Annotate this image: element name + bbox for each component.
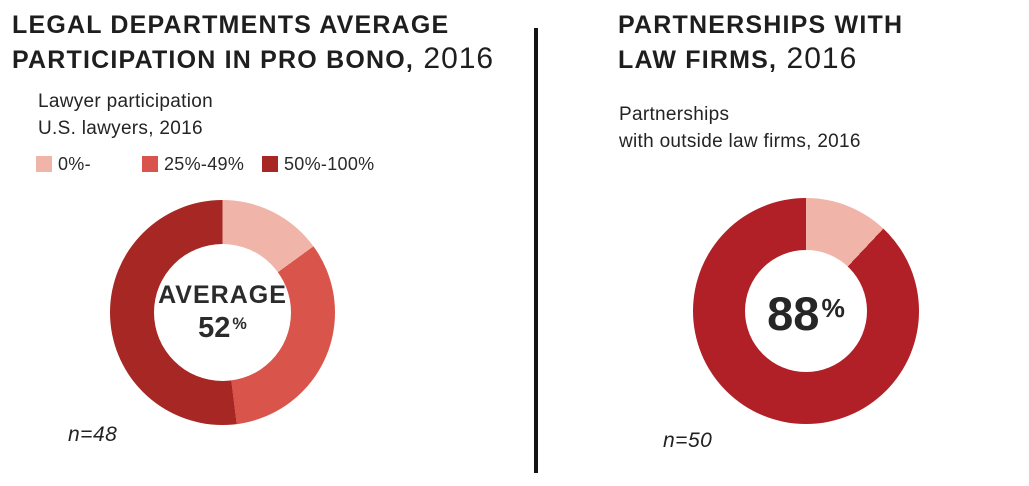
partnerships-title-line1: PARTNERSHIPS WITH	[618, 11, 904, 39]
pro-bono-donut-center: AVERAGE 52%	[154, 244, 291, 381]
percent-sign: %	[232, 315, 247, 334]
pro-bono-title-line1: LEGAL DEPARTMENTS AVERAGE	[12, 11, 450, 39]
legend-label-0-24: 0%-	[58, 154, 91, 174]
pro-bono-donut-chart: AVERAGE 52%	[110, 200, 335, 425]
pro-bono-center-label: AVERAGE	[158, 281, 287, 310]
legend-swatch-pink	[36, 156, 52, 172]
pro-bono-title: LEGAL DEPARTMENTS AVERAGE PARTICIPATION …	[12, 8, 494, 77]
partnerships-subtitle-line1: Partnerships	[619, 104, 730, 125]
partnerships-donut-chart: 88%	[693, 198, 919, 424]
partnerships-subtitle: Partnerships with outside law firms, 201…	[619, 101, 861, 155]
pro-bono-subtitle-line2: U.S. lawyers, 2016	[38, 118, 203, 139]
vertical-divider	[534, 28, 538, 473]
legend-item-0-24: 0%-	[36, 154, 91, 175]
partnerships-title: PARTNERSHIPS WITH LAW FIRMS, 2016	[618, 8, 903, 77]
pro-bono-subtitle: Lawyer participation U.S. lawyers, 2016	[38, 88, 213, 142]
percent-sign: %	[821, 292, 845, 323]
legend-label-50-100: 50%-100%	[284, 154, 375, 174]
pro-bono-subtitle-line1: Lawyer participation	[38, 91, 213, 112]
pro-bono-sample-size: n=48	[68, 423, 118, 446]
pro-bono-title-year: 2016	[414, 42, 495, 75]
legend-item-25-49: 25%-49%	[142, 154, 244, 175]
legend-swatch-red	[142, 156, 158, 172]
pro-bono-center-value: 52%	[198, 312, 247, 345]
partnerships-title-year: 2016	[777, 42, 858, 75]
partnerships-title-line2: LAW FIRMS,	[618, 46, 778, 74]
pro-bono-title-line2: PARTICIPATION IN PRO BONO,	[12, 46, 415, 74]
partnerships-subtitle-line2: with outside law firms, 2016	[619, 131, 861, 152]
partnerships-center-value: 88%	[767, 287, 845, 341]
legend-swatch-darkred	[262, 156, 278, 172]
partnerships-sample-size: n=50	[663, 429, 713, 452]
partnerships-donut-center: 88%	[745, 250, 867, 372]
legend-item-50-100: 50%-100%	[262, 154, 374, 175]
legend-label-25-49: 25%-49%	[164, 154, 245, 174]
